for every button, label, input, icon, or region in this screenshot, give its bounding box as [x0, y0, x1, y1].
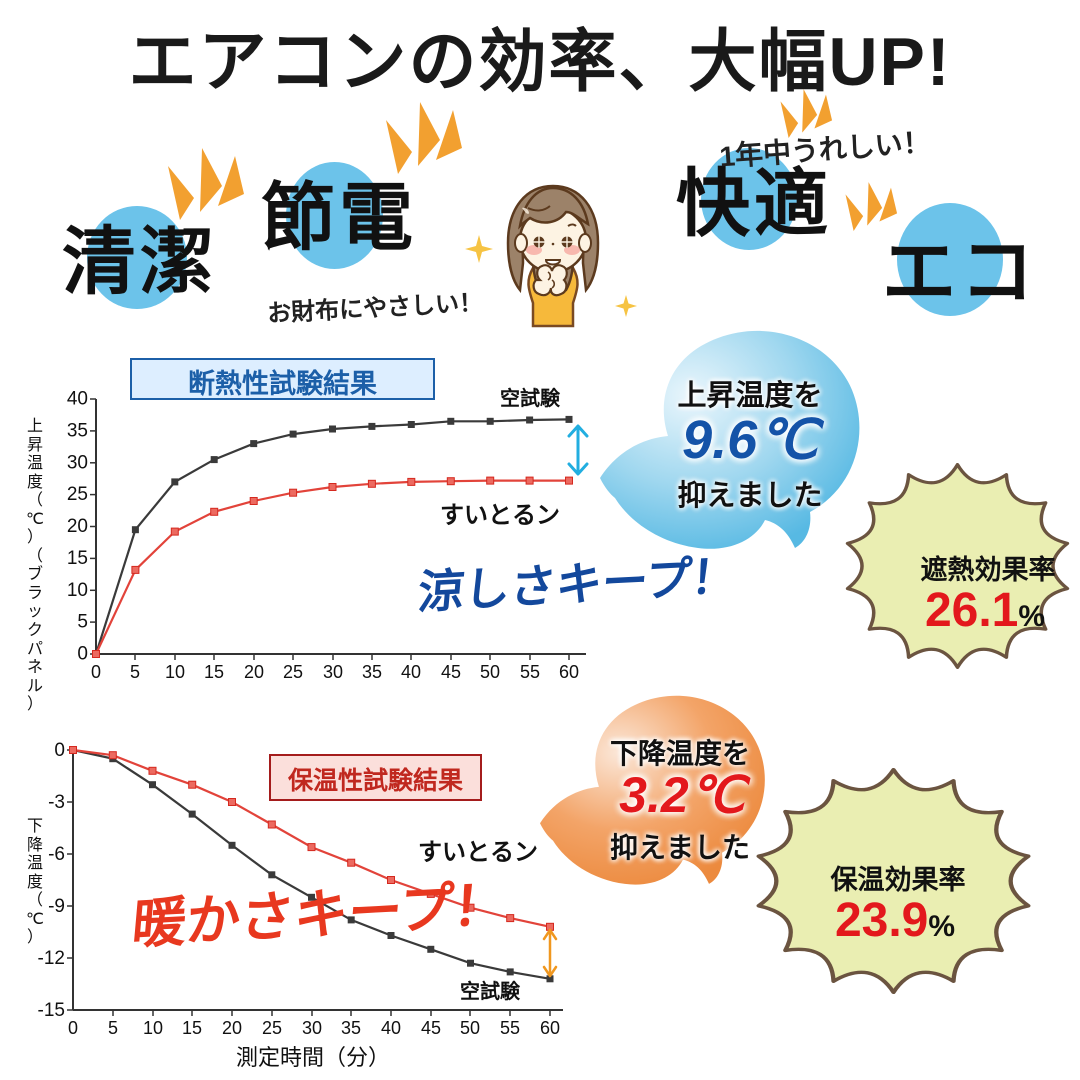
svg-text:30: 30	[302, 1018, 322, 1038]
svg-text:45: 45	[421, 1018, 441, 1038]
svg-text:25: 25	[262, 1018, 282, 1038]
svg-text:-12: -12	[38, 948, 65, 969]
svg-text:-3: -3	[48, 792, 65, 813]
svg-text:40: 40	[381, 1018, 401, 1038]
svg-text:15: 15	[182, 1018, 202, 1038]
svg-text:20: 20	[222, 1018, 242, 1038]
svg-text:50: 50	[460, 1018, 480, 1038]
svg-text:-6: -6	[48, 844, 65, 865]
svg-text:0: 0	[54, 740, 65, 761]
svg-text:60: 60	[540, 1018, 560, 1038]
svg-text:10: 10	[143, 1018, 163, 1038]
svg-text:-9: -9	[48, 896, 65, 917]
svg-text:0: 0	[68, 1018, 78, 1038]
svg-text:-15: -15	[38, 1000, 65, 1021]
svg-text:35: 35	[341, 1018, 361, 1038]
svg-text:55: 55	[500, 1018, 520, 1038]
svg-text:5: 5	[108, 1018, 118, 1038]
